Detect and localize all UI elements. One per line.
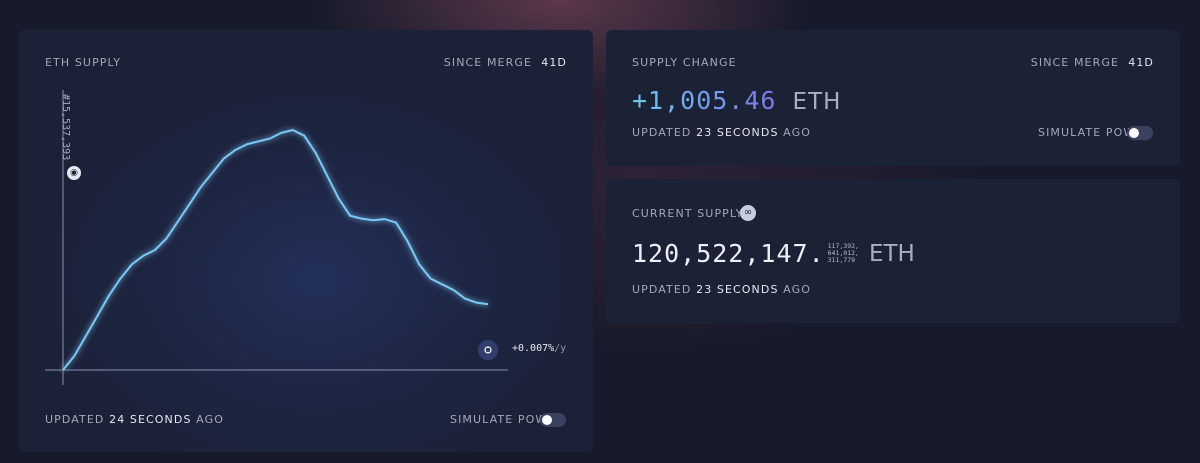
- change-since-merge-label: SINCE MERGE 41d: [1031, 56, 1154, 69]
- supply-line-chart: [45, 90, 508, 385]
- supply-change-amount: +1,005.46 ETH: [632, 86, 841, 115]
- updated-prefix: UPDATED: [45, 413, 105, 426]
- decimals-line-3: 311,779: [827, 256, 856, 264]
- chart-simulate-pow-label: SIMULATE PoW: [450, 413, 548, 426]
- supply-rate-label: +0.007%/y: [512, 343, 566, 354]
- current-supply-decimals: 117,392, 641,012, 311,779: [828, 243, 859, 264]
- decimals-line-2: 641,012,: [827, 249, 859, 257]
- decimals-line-1: 117,392,: [827, 242, 859, 250]
- chart-updated-label: UPDATED 24 SECONDS AGO: [45, 413, 224, 426]
- glasses-emoji-icon: ∞: [740, 205, 756, 221]
- change-updated-suffix: AGO: [783, 126, 811, 139]
- supply-change-card: SUPPLY CHANGE SINCE MERGE 41d +1,005.46 …: [606, 30, 1180, 166]
- panda-icon: ◉: [67, 166, 81, 180]
- since-merge-value: 41d: [541, 56, 567, 69]
- since-merge-text: SINCE MERGE: [443, 56, 533, 69]
- supply-change-title: SUPPLY CHANGE: [632, 56, 737, 69]
- current-point-marker: [478, 340, 498, 360]
- current-supply-unit: ETH: [868, 240, 915, 267]
- current-supply-title: CURRENT SUPPLY: [632, 207, 744, 220]
- supply-change-value: +1,005.46: [632, 86, 777, 115]
- change-since-value: 41d: [1128, 56, 1154, 69]
- current-point-dot: [484, 346, 492, 354]
- supply-updated-prefix: UPDATED: [632, 283, 692, 296]
- change-updated-prefix: UPDATED: [632, 126, 692, 139]
- supply-change-unit: ETH: [792, 89, 842, 115]
- eth-supply-title: ETH SUPPLY: [45, 56, 122, 69]
- change-simulate-pow-toggle[interactable]: [1127, 126, 1153, 140]
- current-supply-value: 120,522,147.: [632, 239, 825, 268]
- chart-simulate-pow-toggle[interactable]: [540, 413, 566, 427]
- current-supply-card: CURRENT SUPPLY ∞ 120,522,147. 117,392, 6…: [606, 179, 1180, 323]
- supply-updated-suffix: AGO: [783, 283, 811, 296]
- eth-supply-card: ETH SUPPLY SINCE MERGE 41d #15,537,393 ◉…: [18, 30, 593, 452]
- block-number-text: #15,537,393: [60, 94, 71, 161]
- change-since-text: SINCE MERGE: [1030, 56, 1120, 69]
- since-merge-label: SINCE MERGE 41d: [444, 56, 567, 69]
- updated-value: 24 SECONDS: [109, 413, 192, 426]
- supply-updated-label: UPDATED 23 SECONDS AGO: [632, 283, 811, 296]
- supply-updated-value: 23 SECONDS: [696, 283, 779, 296]
- supply-series-line: [62, 128, 489, 371]
- current-supply-amount: 120,522,147. 117,392, 641,012, 311,779 E…: [632, 239, 915, 268]
- supply-rate-unit: /y: [554, 343, 567, 354]
- change-updated-label: UPDATED 23 SECONDS AGO: [632, 126, 811, 139]
- merge-block-label: #15,537,393: [60, 94, 71, 160]
- updated-suffix: AGO: [196, 413, 224, 426]
- change-updated-value: 23 SECONDS: [696, 126, 779, 139]
- change-simulate-pow-label: SIMULATE PoW: [1038, 126, 1136, 139]
- supply-rate-value: +0.007%: [512, 343, 555, 354]
